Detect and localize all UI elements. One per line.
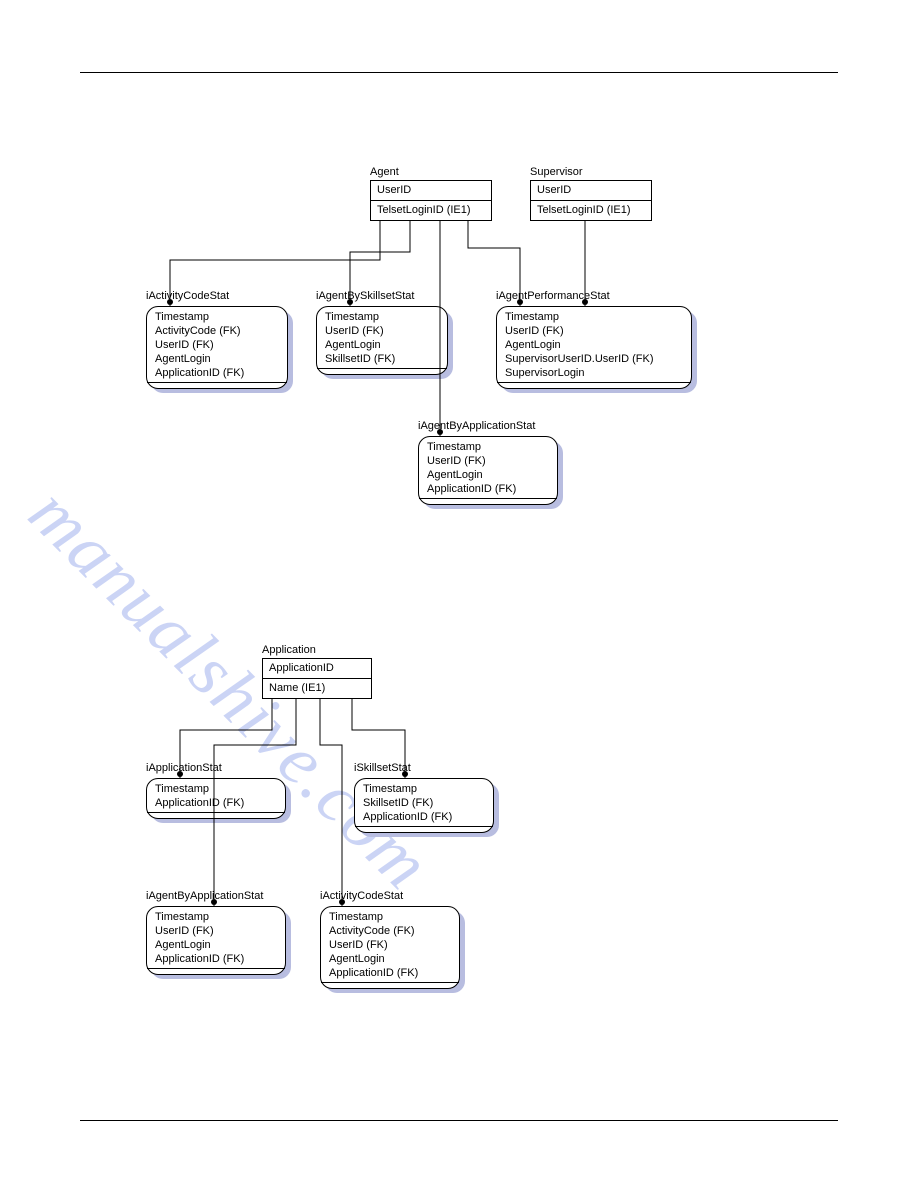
child-field: ApplicationID (FK) [427, 482, 549, 496]
child-title: iActivityCodeStat [146, 290, 229, 302]
entity-title-agent: Agent [370, 166, 399, 178]
child-field: UserID (FK) [505, 324, 683, 338]
child-divider [317, 368, 447, 369]
entity-pk: UserID [531, 181, 651, 201]
child-title: iSkillsetStat [354, 762, 411, 774]
child-field: ApplicationID (FK) [155, 796, 277, 810]
child-field: AgentLogin [329, 952, 451, 966]
child-field: SkillsetID (FK) [325, 352, 439, 366]
child-field: ActivityCode (FK) [155, 324, 279, 338]
child-field: AgentLogin [325, 338, 439, 352]
child-divider [497, 382, 691, 383]
entity-title-supervisor: Supervisor [530, 166, 583, 178]
child-field: ApplicationID (FK) [363, 810, 485, 824]
child-field: Timestamp [325, 310, 439, 324]
child-divider [147, 968, 285, 969]
child-field: AgentLogin [155, 352, 279, 366]
entity-box-supervisor: UserID TelsetLoginID (IE1) [530, 180, 652, 221]
page: manualshive.com Agent UserID TelsetLogin… [0, 0, 918, 1188]
child-box-iactivitycodestat: Timestamp ActivityCode (FK) UserID (FK) … [146, 306, 288, 389]
child-field: Timestamp [155, 782, 277, 796]
entity-attr: TelsetLoginID (IE1) [531, 201, 651, 220]
child-field: AgentLogin [155, 938, 277, 952]
watermark-text: manualshive.com [12, 472, 447, 907]
child-title: iAgentByApplicationStat [418, 420, 535, 432]
child-divider [321, 982, 459, 983]
entity-title-application: Application [262, 644, 316, 656]
entity-pk: ApplicationID [263, 659, 371, 679]
child-title: iApplicationStat [146, 762, 222, 774]
entity-pk: UserID [371, 181, 491, 201]
child-field: SupervisorUserID.UserID (FK) [505, 352, 683, 366]
child-box-iskillsetstat: Timestamp SkillsetID (FK) ApplicationID … [354, 778, 494, 833]
top-rule [80, 72, 838, 73]
child-title: iAgentByApplicationStat [146, 890, 263, 902]
child-field: UserID (FK) [329, 938, 451, 952]
relationship-lines [0, 0, 918, 1188]
child-field: ApplicationID (FK) [329, 966, 451, 980]
child-field: ApplicationID (FK) [155, 952, 277, 966]
child-divider [147, 812, 285, 813]
entity-box-application: ApplicationID Name (IE1) [262, 658, 372, 699]
child-divider [355, 826, 493, 827]
child-title: iActivityCodeStat [320, 890, 403, 902]
child-field: UserID (FK) [155, 924, 277, 938]
child-field: Timestamp [329, 910, 451, 924]
child-box-iagentbyapplicationstat2: Timestamp UserID (FK) AgentLogin Applica… [146, 906, 286, 975]
child-field: SkillsetID (FK) [363, 796, 485, 810]
child-field: SupervisorLogin [505, 366, 683, 380]
child-field: AgentLogin [505, 338, 683, 352]
child-field: ActivityCode (FK) [329, 924, 451, 938]
child-field: UserID (FK) [325, 324, 439, 338]
child-field: AgentLogin [427, 468, 549, 482]
child-box-iagentbyapplicationstat: Timestamp UserID (FK) AgentLogin Applica… [418, 436, 558, 505]
child-field: UserID (FK) [155, 338, 279, 352]
child-field: ApplicationID (FK) [155, 366, 279, 380]
child-divider [419, 498, 557, 499]
child-box-iapplicationstat: Timestamp ApplicationID (FK) [146, 778, 286, 819]
child-field: Timestamp [427, 440, 549, 454]
bottom-rule [80, 1120, 838, 1121]
child-divider [147, 382, 287, 383]
child-field: Timestamp [155, 310, 279, 324]
child-box-iagentbyskillsetstat: Timestamp UserID (FK) AgentLogin Skillse… [316, 306, 448, 375]
child-field: Timestamp [363, 782, 485, 796]
entity-attr: Name (IE1) [263, 679, 371, 698]
child-field: UserID (FK) [427, 454, 549, 468]
child-box-iagentperformancestat: Timestamp UserID (FK) AgentLogin Supervi… [496, 306, 692, 389]
entity-box-agent: UserID TelsetLoginID (IE1) [370, 180, 492, 221]
child-field: Timestamp [505, 310, 683, 324]
child-title: iAgentPerformanceStat [496, 290, 610, 302]
child-title: iAgentBySkillsetStat [316, 290, 414, 302]
child-box-iactivitycodestat2: Timestamp ActivityCode (FK) UserID (FK) … [320, 906, 460, 989]
child-field: Timestamp [155, 910, 277, 924]
entity-attr: TelsetLoginID (IE1) [371, 201, 491, 220]
